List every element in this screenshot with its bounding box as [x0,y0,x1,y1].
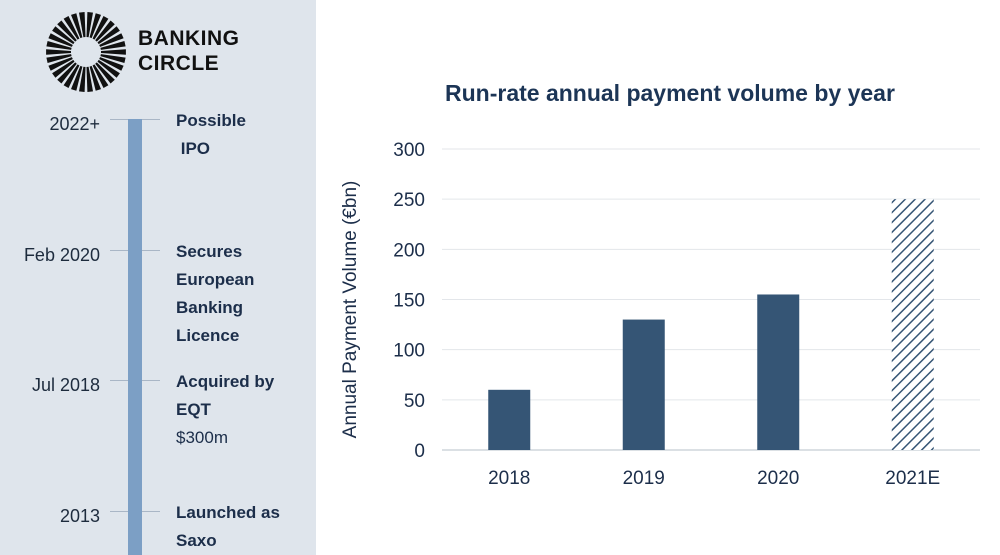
logo-ray [46,49,71,55]
x-tick-label: 2020 [757,468,799,489]
brand-name: BANKING CIRCLE [138,26,240,76]
timeline-event: Acquired by EQT $300m [176,368,274,452]
timeline-event-line: Acquired by [176,372,275,391]
brand-logo: BANKING CIRCLE [44,10,244,100]
timeline-event-line: Banking [176,298,244,317]
y-tick-label: 100 [393,341,425,362]
logo-ray [99,57,124,71]
timeline-date: 2022+ [49,114,100,134]
timeline-event: Possible IPO [176,107,246,163]
logo-ray [95,62,115,84]
timeline-event: Secures European Banking Licence [176,238,254,350]
x-tick-label: 2021E [885,468,940,489]
timeline-event-line: European [176,270,255,289]
timeline-tick-right [142,511,160,512]
logo-ray [79,12,86,38]
timeline-date: 2013 [59,506,100,526]
logo-ray [48,33,73,47]
y-tick-label: 200 [393,240,425,261]
timeline-tick-right [142,250,160,251]
timeline-event-line: EQT [176,400,211,419]
sunburst-logo-icon [46,12,126,92]
logo-ray [86,12,93,38]
timeline-date: Feb 2020 [23,245,100,265]
timeline-bar [128,119,142,555]
logo-ray [89,13,101,39]
logo-ray [48,57,73,71]
bar [757,294,800,450]
timeline-event-line: IPO [176,139,211,158]
logo-ray [100,54,126,63]
logo-ray [100,41,126,50]
timeline-tick-left [110,119,128,120]
logo-ray [99,33,124,47]
timeline-event-line: Possible [176,111,246,130]
logo-ray [89,65,101,91]
bar-chart: 0 50 100 150 200 250 300 2018 2019 2020 2021E Annua… [340,140,980,489]
logo-ray [52,59,75,78]
logo-ray [86,66,93,92]
timeline-tick-left [110,511,128,512]
x-tick-label: 2018 [488,468,530,489]
logo-ray [71,65,83,91]
bar [622,319,665,450]
logo-ray [57,62,77,84]
timeline-event-line: Licence [176,326,240,345]
y-tick-label: 50 [404,391,425,412]
logo-ray [46,41,72,50]
logo-ray [92,64,109,88]
logo-ray [101,49,126,55]
timeline-event-detail: $300m [176,428,228,447]
y-tick-label: 300 [393,140,425,161]
brand-name-line2: CIRCLE [138,52,220,75]
logo-ray [92,16,109,40]
logo-ray [97,59,120,78]
timeline-tick-right [142,119,160,120]
logo-ray [79,66,86,92]
logo-ray [63,64,80,88]
timeline-date: Jul 2018 [31,375,100,395]
timeline-tick-left [110,250,128,251]
logo-ray [63,16,80,40]
brand-name-line1: BANKING [138,27,240,50]
y-axis-label: Annual Payment Volume (€bn) [340,181,361,439]
logo-ray [97,26,120,45]
logo-ray [95,20,115,42]
bar [488,389,531,450]
y-tick-label: 250 [393,190,425,211]
timeline-sidebar: BANKING CIRCLE 2022+ Possible IPO Feb 2020… [0,0,316,555]
timeline-event: Launched as Saxo [176,499,280,555]
x-tick-label: 2019 [623,468,665,489]
timeline-event-line: Launched as [176,503,280,522]
y-tick-label: 150 [393,291,425,312]
timeline-event-line: Secures [176,242,243,261]
chart-title: Run-rate annual payment volume by year [445,80,895,106]
logo-ray [57,20,77,42]
y-tick-label: 0 [414,441,425,462]
timeline-tick-left [110,380,128,381]
timeline-event-line: Saxo [176,531,217,550]
bar-estimated [891,199,934,450]
logo-ray [46,54,72,63]
logo-ray [52,26,75,45]
logo-ray [71,13,83,39]
timeline-tick-right [142,380,160,381]
